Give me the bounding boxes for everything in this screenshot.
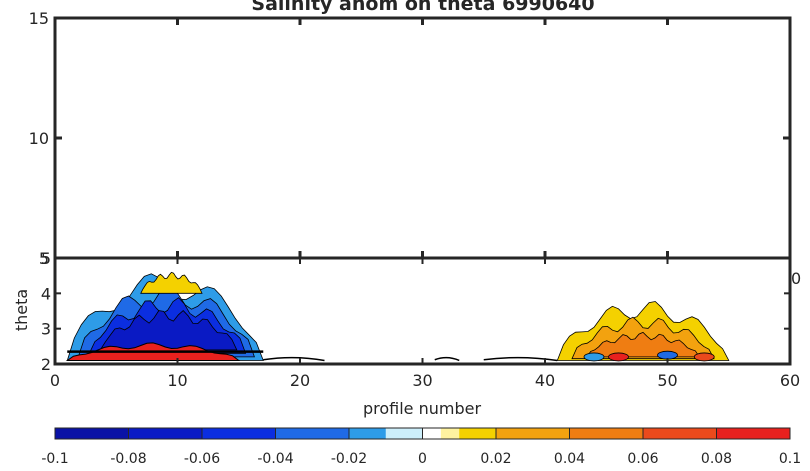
- contour-trace: [434, 356, 460, 362]
- contour-speck: [608, 352, 629, 362]
- bottom-ytick-label: 4: [41, 284, 51, 303]
- colorbar-tick-label: -0.02: [331, 451, 367, 467]
- colorbar-tick-label: 0.02: [480, 451, 511, 467]
- top-tick-labels: 5 10 15 0: [29, 9, 802, 288]
- negative-contour-level: [99, 310, 238, 351]
- colorbar-tick-label: 0.08: [701, 451, 732, 467]
- colorbar-ticks: [54, 428, 791, 439]
- colorbar-segment: [275, 428, 350, 439]
- colorbar-segment: [643, 428, 717, 439]
- y-axis-label: theta: [12, 289, 31, 331]
- colorbar-segment: [202, 428, 276, 439]
- base-contour-traces: [263, 356, 558, 362]
- colorbar-segment: [128, 428, 203, 439]
- positive-contour-fleck: [140, 271, 203, 294]
- bottom-ytick-label: 2: [41, 355, 51, 374]
- colorbar-tick-label: -0.04: [257, 451, 293, 467]
- bottom-ytick-label: 3: [41, 320, 51, 339]
- x-axis-label: profile number: [363, 399, 481, 418]
- colorbar-tick-label: 0.06: [627, 451, 658, 467]
- bottom-panel: 0 10 20 30 40 50 60 2 3 4 5 profile number theta: [12, 249, 800, 418]
- top-plot-area: [55, 18, 790, 258]
- bottom-xtick-label: 30: [412, 371, 432, 390]
- negative-anomaly-cluster: [66, 271, 264, 361]
- colorbar-tick-label: 0.04: [554, 451, 585, 467]
- top-ytick-label: 5: [39, 249, 49, 268]
- colorbar-segment: [440, 428, 460, 439]
- top-ytick-label: 10: [29, 129, 49, 148]
- bottom-xtick-label: 20: [290, 371, 310, 390]
- contour-speck: [657, 350, 678, 360]
- contour-trace: [483, 356, 558, 362]
- colorbar-tick-labels: -0.1 -0.08 -0.06 -0.04 -0.02 0 0.02 0.04 0.06 0.0…: [41, 451, 801, 467]
- top-xtick-label: 0: [791, 269, 801, 288]
- colorbar-segment: [55, 428, 129, 439]
- bottom-xtick-label: 60: [780, 371, 800, 390]
- colorbar-segment: [422, 428, 442, 439]
- colorbar-segment: [459, 428, 497, 439]
- bottom-xtick-label: 50: [657, 371, 677, 390]
- bottom-xtick-label: 40: [535, 371, 555, 390]
- top-chart-title: Salinity anom on theta 6990640: [251, 0, 594, 15]
- bottom-xtick-label: 0: [50, 371, 60, 390]
- colorbar-tick-label: -0.06: [184, 451, 220, 467]
- colorbar-tick-label: 0: [418, 451, 427, 467]
- positive-contour-level: [585, 331, 701, 358]
- contour-speck: [693, 352, 715, 362]
- bottom-ytick-label: 5: [41, 249, 51, 268]
- colorbar-segment: [716, 428, 791, 439]
- colorbar-segment: [496, 428, 570, 439]
- colorbar-segment: [385, 428, 423, 439]
- colorbar-tick-label: -0.1: [41, 451, 68, 467]
- bottom-tick-labels: 0 10 20 30 40 50 60 2 3 4 5: [41, 249, 800, 390]
- bottom-xtick-label: 10: [167, 371, 187, 390]
- colorbar-segments: [55, 428, 791, 439]
- bottom-axes-frame: [53, 256, 792, 366]
- top-ytick-label: 15: [29, 9, 49, 28]
- colorbar-segment: [569, 428, 644, 439]
- colorbar-tick-label: 0.1: [779, 451, 801, 467]
- top-panel: Salinity anom on theta 6990640 5 10 15 0: [29, 0, 802, 288]
- contour-speck: [583, 352, 605, 362]
- contour-fill-layer: [65, 271, 730, 362]
- colorbar: -0.1 -0.08 -0.06 -0.04 -0.02 0 0.02 0.04 0.06 0.0…: [41, 427, 801, 467]
- contour-trace: [263, 356, 325, 362]
- colorbar-segment: [349, 428, 387, 439]
- positive-anomaly-cluster: [556, 301, 730, 362]
- positive-anomaly-base: [65, 342, 264, 361]
- colorbar-tick-label: -0.08: [110, 451, 146, 467]
